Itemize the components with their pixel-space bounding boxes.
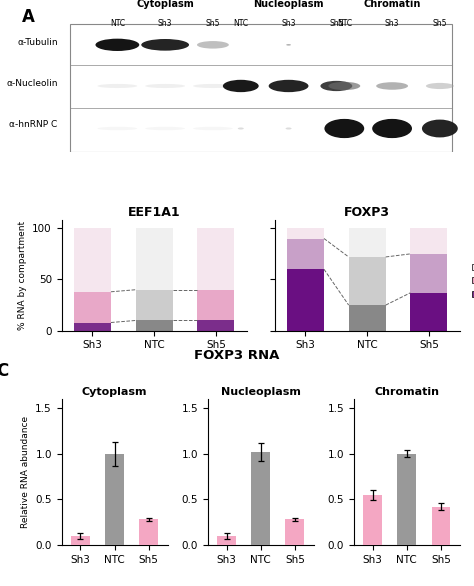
Text: Chromatin: Chromatin bbox=[364, 0, 421, 9]
Bar bbox=[251, 452, 270, 545]
Bar bbox=[432, 507, 450, 545]
Ellipse shape bbox=[286, 44, 291, 46]
Bar bbox=[71, 536, 90, 545]
Text: NTC: NTC bbox=[337, 19, 352, 28]
Ellipse shape bbox=[98, 84, 137, 88]
Y-axis label: % RNA by compartment: % RNA by compartment bbox=[18, 221, 27, 330]
Title: Chromatin: Chromatin bbox=[374, 387, 439, 397]
Ellipse shape bbox=[95, 39, 139, 51]
Bar bbox=[287, 229, 324, 239]
Bar bbox=[198, 289, 235, 321]
Ellipse shape bbox=[372, 119, 412, 138]
Title: Nucleoplasm: Nucleoplasm bbox=[221, 387, 301, 397]
Bar bbox=[285, 519, 304, 545]
Legend: Cytoplasm, Nucleoplasm, Chromatin: Cytoplasm, Nucleoplasm, Chromatin bbox=[468, 259, 474, 302]
Text: Sh5: Sh5 bbox=[329, 19, 344, 28]
Ellipse shape bbox=[328, 82, 360, 90]
Text: Sh3: Sh3 bbox=[158, 19, 173, 28]
Ellipse shape bbox=[269, 80, 309, 92]
Text: Cytoplasm: Cytoplasm bbox=[136, 0, 194, 9]
Ellipse shape bbox=[324, 119, 364, 138]
Bar bbox=[198, 229, 235, 289]
Ellipse shape bbox=[197, 41, 229, 49]
Title: Cytoplasm: Cytoplasm bbox=[82, 387, 147, 397]
Ellipse shape bbox=[141, 39, 189, 50]
Text: FOXP3 RNA: FOXP3 RNA bbox=[194, 349, 280, 362]
Text: α-Tubulin: α-Tubulin bbox=[17, 38, 58, 46]
Text: α-Nucleolin: α-Nucleolin bbox=[6, 79, 58, 88]
Bar bbox=[74, 292, 111, 322]
Bar bbox=[136, 321, 173, 331]
Title: FOXP3: FOXP3 bbox=[344, 206, 390, 219]
Bar bbox=[136, 289, 173, 321]
Text: A: A bbox=[22, 8, 35, 26]
Bar bbox=[397, 454, 416, 545]
Text: Sh5: Sh5 bbox=[206, 19, 220, 28]
Ellipse shape bbox=[145, 84, 185, 88]
Bar bbox=[287, 239, 324, 269]
Bar bbox=[410, 229, 447, 254]
Bar bbox=[105, 454, 124, 545]
Bar bbox=[139, 519, 158, 545]
Bar bbox=[410, 293, 447, 331]
Bar bbox=[74, 322, 111, 331]
Text: C: C bbox=[0, 363, 8, 380]
Ellipse shape bbox=[320, 81, 352, 91]
Ellipse shape bbox=[376, 82, 408, 90]
Bar bbox=[136, 229, 173, 289]
Text: Sh3: Sh3 bbox=[385, 19, 399, 28]
Text: Sh3: Sh3 bbox=[282, 19, 296, 28]
Ellipse shape bbox=[285, 128, 292, 130]
Bar bbox=[217, 536, 236, 545]
Ellipse shape bbox=[193, 84, 233, 88]
Y-axis label: Relative RNA abundance: Relative RNA abundance bbox=[21, 416, 30, 528]
Title: EEF1A1: EEF1A1 bbox=[128, 206, 181, 219]
Text: Sh5: Sh5 bbox=[433, 19, 447, 28]
Bar bbox=[349, 305, 386, 331]
Bar bbox=[74, 229, 111, 292]
Text: NTC: NTC bbox=[233, 19, 248, 28]
Bar bbox=[349, 257, 386, 305]
Ellipse shape bbox=[426, 83, 454, 89]
Ellipse shape bbox=[333, 128, 339, 130]
Bar bbox=[349, 229, 386, 257]
Ellipse shape bbox=[98, 127, 137, 130]
Ellipse shape bbox=[238, 128, 244, 130]
Text: NTC: NTC bbox=[110, 19, 125, 28]
Ellipse shape bbox=[422, 120, 458, 137]
Ellipse shape bbox=[145, 127, 185, 130]
Bar bbox=[410, 254, 447, 293]
Text: Nucleoplasm: Nucleoplasm bbox=[253, 0, 324, 9]
Bar bbox=[363, 495, 382, 545]
Ellipse shape bbox=[193, 127, 233, 130]
Text: α-hnRNP C: α-hnRNP C bbox=[9, 120, 58, 129]
Ellipse shape bbox=[223, 80, 259, 92]
Bar bbox=[287, 269, 324, 331]
Bar bbox=[198, 321, 235, 331]
